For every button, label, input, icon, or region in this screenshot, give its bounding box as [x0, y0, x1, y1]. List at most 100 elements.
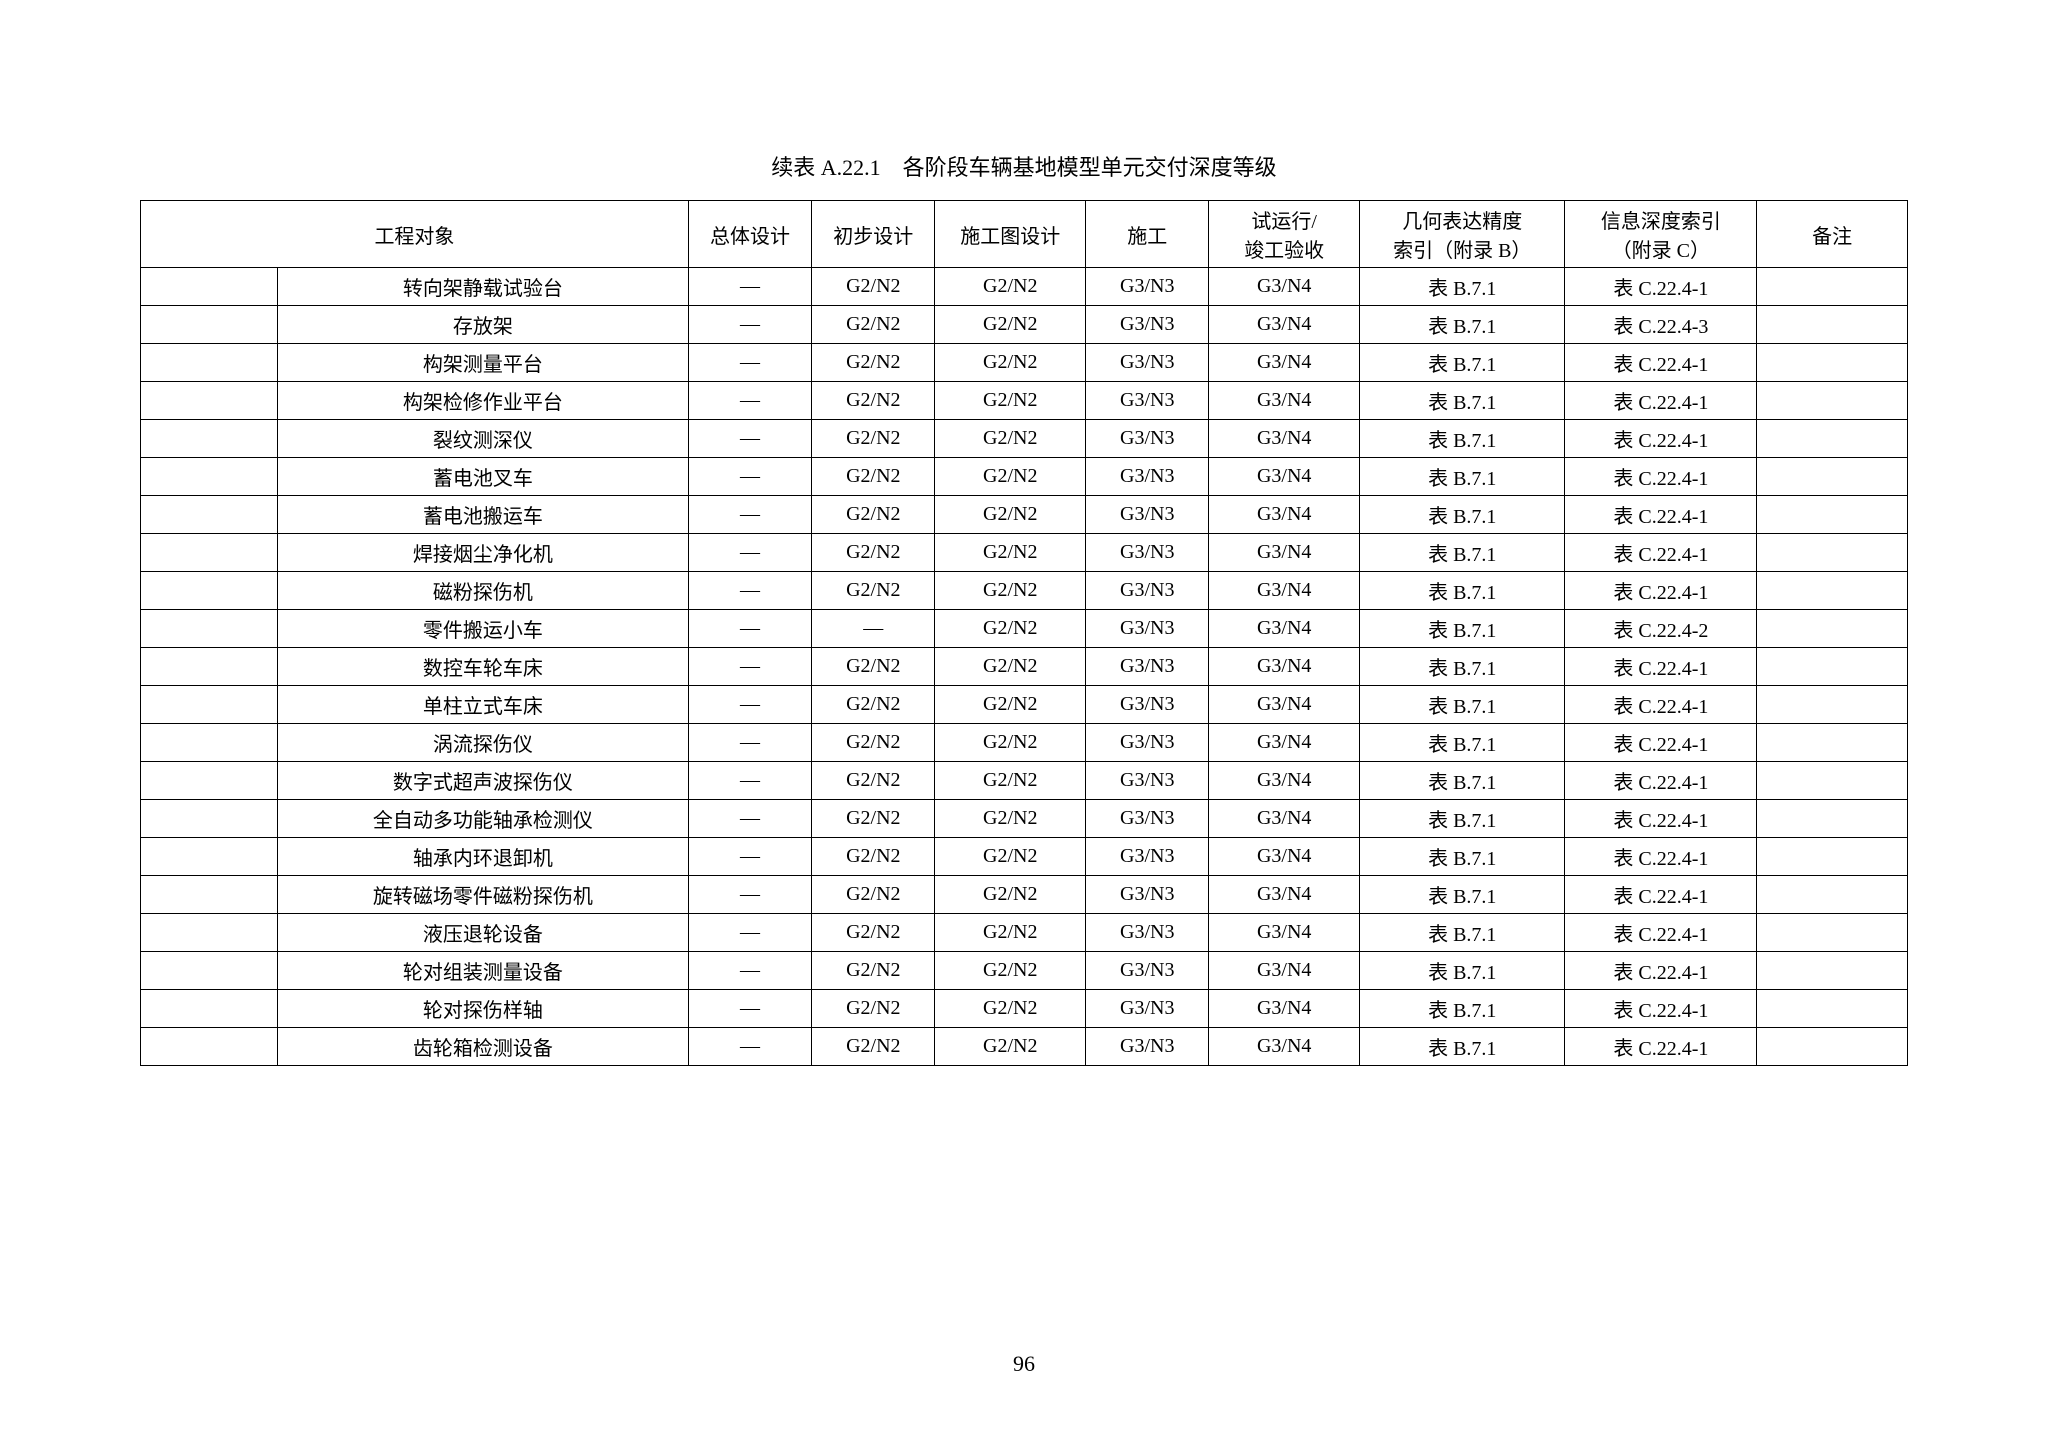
cell-object: 裂纹测深仪 [277, 420, 688, 458]
cell-trial: G3/N4 [1209, 990, 1360, 1028]
cell-prelim: G2/N2 [812, 952, 935, 990]
cell-spacer [141, 382, 278, 420]
cell-construction: G3/N3 [1086, 800, 1209, 838]
cell-info: 表 C.22.4-1 [1565, 724, 1757, 762]
cell-note [1757, 762, 1908, 800]
cell-info: 表 C.22.4-2 [1565, 610, 1757, 648]
cell-overall: — [688, 914, 811, 952]
cell-overall: — [688, 1028, 811, 1066]
table-row: 蓄电池搬运车—G2/N2G2/N2G3/N3G3/N4表 B.7.1表 C.22… [141, 496, 1908, 534]
cell-trial: G3/N4 [1209, 762, 1360, 800]
cell-info: 表 C.22.4-1 [1565, 838, 1757, 876]
cell-prelim: G2/N2 [812, 534, 935, 572]
cell-info: 表 C.22.4-1 [1565, 572, 1757, 610]
cell-object: 数控车轮车床 [277, 648, 688, 686]
cell-prelim: G2/N2 [812, 496, 935, 534]
table-body: 转向架静载试验台—G2/N2G2/N2G3/N3G3/N4表 B.7.1表 C.… [141, 268, 1908, 1066]
cell-note [1757, 458, 1908, 496]
cell-geom: 表 B.7.1 [1360, 344, 1565, 382]
cell-spacer [141, 534, 278, 572]
cell-overall: — [688, 648, 811, 686]
cell-geom: 表 B.7.1 [1360, 610, 1565, 648]
cell-object: 轮对探伤样轴 [277, 990, 688, 1028]
cell-info: 表 C.22.4-3 [1565, 306, 1757, 344]
cell-construction: G3/N3 [1086, 990, 1209, 1028]
cell-trial: G3/N4 [1209, 800, 1360, 838]
cell-object: 构架检修作业平台 [277, 382, 688, 420]
cell-geom: 表 B.7.1 [1360, 572, 1565, 610]
cell-prelim: G2/N2 [812, 344, 935, 382]
cell-trial: G3/N4 [1209, 952, 1360, 990]
cell-cd: G2/N2 [935, 800, 1086, 838]
cell-object: 旋转磁场零件磁粉探伤机 [277, 876, 688, 914]
cell-prelim: G2/N2 [812, 762, 935, 800]
cell-prelim: G2/N2 [812, 1028, 935, 1066]
cell-info: 表 C.22.4-1 [1565, 534, 1757, 572]
cell-info: 表 C.22.4-1 [1565, 496, 1757, 534]
cell-object: 单柱立式车床 [277, 686, 688, 724]
table-row: 构架检修作业平台—G2/N2G2/N2G3/N3G3/N4表 B.7.1表 C.… [141, 382, 1908, 420]
cell-trial: G3/N4 [1209, 534, 1360, 572]
cell-trial: G3/N4 [1209, 876, 1360, 914]
cell-note [1757, 382, 1908, 420]
cell-construction: G3/N3 [1086, 572, 1209, 610]
cell-spacer [141, 572, 278, 610]
cell-construction: G3/N3 [1086, 1028, 1209, 1066]
cell-prelim: G2/N2 [812, 990, 935, 1028]
cell-trial: G3/N4 [1209, 306, 1360, 344]
table-row: 转向架静载试验台—G2/N2G2/N2G3/N3G3/N4表 B.7.1表 C.… [141, 268, 1908, 306]
cell-note [1757, 648, 1908, 686]
cell-geom: 表 B.7.1 [1360, 952, 1565, 990]
col-construction: 施工 [1086, 201, 1209, 268]
cell-prelim: G2/N2 [812, 800, 935, 838]
cell-geom: 表 B.7.1 [1360, 458, 1565, 496]
cell-geom: 表 B.7.1 [1360, 1028, 1565, 1066]
cell-spacer [141, 1028, 278, 1066]
cell-spacer [141, 648, 278, 686]
cell-info: 表 C.22.4-1 [1565, 800, 1757, 838]
cell-object: 转向架静载试验台 [277, 268, 688, 306]
cell-spacer [141, 762, 278, 800]
cell-prelim: G2/N2 [812, 306, 935, 344]
cell-info: 表 C.22.4-1 [1565, 1028, 1757, 1066]
cell-info: 表 C.22.4-1 [1565, 268, 1757, 306]
cell-cd: G2/N2 [935, 762, 1086, 800]
cell-trial: G3/N4 [1209, 344, 1360, 382]
cell-cd: G2/N2 [935, 496, 1086, 534]
cell-info: 表 C.22.4-1 [1565, 876, 1757, 914]
cell-overall: — [688, 382, 811, 420]
cell-trial: G3/N4 [1209, 382, 1360, 420]
cell-spacer [141, 990, 278, 1028]
cell-prelim: G2/N2 [812, 686, 935, 724]
table-row: 单柱立式车床—G2/N2G2/N2G3/N3G3/N4表 B.7.1表 C.22… [141, 686, 1908, 724]
cell-object: 磁粉探伤机 [277, 572, 688, 610]
cell-note [1757, 420, 1908, 458]
cell-geom: 表 B.7.1 [1360, 496, 1565, 534]
cell-cd: G2/N2 [935, 838, 1086, 876]
cell-geom: 表 B.7.1 [1360, 876, 1565, 914]
cell-construction: G3/N3 [1086, 534, 1209, 572]
cell-prelim: G2/N2 [812, 724, 935, 762]
cell-construction: G3/N3 [1086, 686, 1209, 724]
cell-note [1757, 838, 1908, 876]
cell-geom: 表 B.7.1 [1360, 382, 1565, 420]
cell-prelim: G2/N2 [812, 268, 935, 306]
cell-cd: G2/N2 [935, 610, 1086, 648]
cell-cd: G2/N2 [935, 876, 1086, 914]
page-number: 96 [0, 1351, 2048, 1377]
cell-info: 表 C.22.4-1 [1565, 458, 1757, 496]
cell-info: 表 C.22.4-1 [1565, 382, 1757, 420]
cell-spacer [141, 610, 278, 648]
cell-construction: G3/N3 [1086, 838, 1209, 876]
cell-note [1757, 1028, 1908, 1066]
cell-construction: G3/N3 [1086, 496, 1209, 534]
cell-prelim: G2/N2 [812, 572, 935, 610]
cell-construction: G3/N3 [1086, 724, 1209, 762]
cell-note [1757, 496, 1908, 534]
cell-construction: G3/N3 [1086, 268, 1209, 306]
cell-object: 轮对组装测量设备 [277, 952, 688, 990]
cell-object: 数字式超声波探伤仪 [277, 762, 688, 800]
table-row: 轮对组装测量设备—G2/N2G2/N2G3/N3G3/N4表 B.7.1表 C.… [141, 952, 1908, 990]
cell-prelim: G2/N2 [812, 838, 935, 876]
cell-overall: — [688, 496, 811, 534]
